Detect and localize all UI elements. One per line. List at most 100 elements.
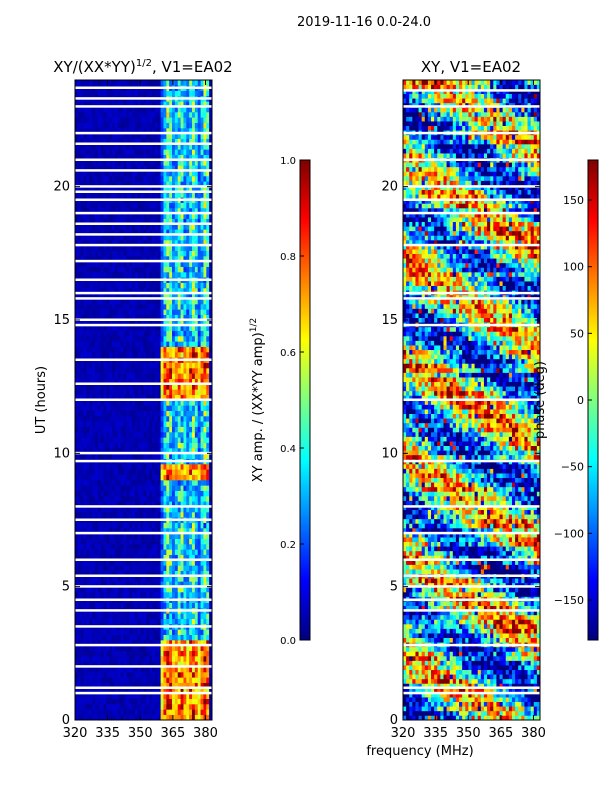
heatmap-cell xyxy=(80,282,84,289)
heatmap-cell xyxy=(200,176,204,182)
heatmap-cell xyxy=(134,496,139,502)
heatmap-cell xyxy=(206,346,210,353)
heatmap-cell xyxy=(186,576,190,582)
heatmap-cell xyxy=(157,208,161,214)
heatmap-cell xyxy=(200,533,204,539)
heatmap-cell xyxy=(166,410,170,417)
heatmap-cell xyxy=(146,576,150,582)
heatmap-cell xyxy=(160,650,164,657)
heatmap-cell xyxy=(134,202,139,209)
heatmap-cell xyxy=(183,288,187,294)
heatmap-cell xyxy=(154,560,159,566)
heatmap-cell xyxy=(180,213,184,219)
heatmap-cell xyxy=(174,560,179,566)
heatmap-cell xyxy=(120,634,124,641)
heatmap-cell xyxy=(194,192,199,198)
heatmap-cell xyxy=(143,586,147,593)
heatmap-cell xyxy=(143,410,147,417)
heatmap-cell xyxy=(149,410,153,417)
heatmap-cell xyxy=(143,330,147,337)
heatmap-cell xyxy=(186,293,190,299)
heatmap-cell xyxy=(129,293,133,299)
heatmap-cell xyxy=(152,186,156,193)
heatmap-cell xyxy=(200,602,204,609)
heatmap-cell xyxy=(146,176,150,182)
heatmap-cell xyxy=(103,304,107,310)
heatmap-cell xyxy=(137,496,141,502)
heatmap-cell xyxy=(103,165,107,171)
heatmap-cell xyxy=(97,394,101,401)
heatmap-cell xyxy=(140,602,144,609)
heatmap-cell xyxy=(100,181,104,187)
heatmap-cell xyxy=(140,416,144,422)
heatmap-cell xyxy=(206,378,210,385)
heatmap-cell xyxy=(80,490,84,497)
heatmap-cell xyxy=(152,554,156,561)
heatmap-cell xyxy=(114,698,119,705)
heatmap-cell xyxy=(120,544,124,550)
heatmap-cell xyxy=(103,442,107,449)
heatmap-cell xyxy=(103,213,107,219)
heatmap-cell xyxy=(180,165,184,171)
heatmap-cell xyxy=(152,320,156,326)
heatmap-cell xyxy=(192,202,196,209)
heatmap-cell xyxy=(203,309,207,315)
heatmap-cell xyxy=(75,288,79,294)
heatmap-cell xyxy=(203,330,207,337)
heatmap-cell xyxy=(149,586,153,593)
heatmap-cell xyxy=(172,325,176,331)
heatmap-cell xyxy=(206,384,210,390)
heatmap-cell xyxy=(169,602,173,609)
heatmap-cell xyxy=(174,618,179,625)
heatmap-cell xyxy=(140,496,144,502)
heatmap-cell xyxy=(152,176,156,182)
heatmap-cell xyxy=(189,549,193,555)
heatmap-cell xyxy=(123,650,127,657)
heatmap-cell xyxy=(109,554,113,561)
heatmap-cell xyxy=(189,576,193,582)
heatmap-cell xyxy=(117,405,121,411)
heatmap-cell xyxy=(100,437,104,443)
heatmap-cell xyxy=(172,586,176,593)
heatmap-cell xyxy=(172,304,176,310)
heatmap-cell xyxy=(137,165,141,171)
heatmap-cell xyxy=(194,240,199,246)
heatmap-cell xyxy=(126,314,130,321)
heatmap-cell xyxy=(203,634,207,641)
heatmap-cell xyxy=(206,522,210,529)
heatmap-cell xyxy=(129,341,133,347)
heatmap-cell xyxy=(172,677,176,683)
heatmap-cell xyxy=(97,533,101,539)
heatmap-cell xyxy=(92,576,96,582)
heatmap-cell xyxy=(152,298,156,305)
heatmap-cell xyxy=(89,432,93,438)
heatmap-cell xyxy=(169,224,173,230)
heatmap-cell xyxy=(129,442,133,449)
heatmap-cell xyxy=(94,288,99,294)
heatmap-cell xyxy=(143,576,147,582)
heatmap-cell xyxy=(86,336,90,342)
heatmap-cell xyxy=(163,282,167,289)
heatmap-cell xyxy=(203,522,207,529)
heatmap-cell xyxy=(123,378,127,385)
heatmap-cell xyxy=(203,645,207,651)
heatmap-cell xyxy=(172,469,176,475)
heatmap-cell xyxy=(206,421,210,427)
heatmap-cell xyxy=(194,538,199,545)
heatmap-cell xyxy=(169,538,173,545)
heatmap-cell xyxy=(123,362,127,369)
heatmap-cell xyxy=(192,165,196,171)
heatmap-cell xyxy=(80,256,84,262)
heatmap-cell xyxy=(154,576,159,582)
heatmap-cell xyxy=(117,229,121,235)
heatmap-cell xyxy=(163,570,167,577)
heatmap-cell xyxy=(146,432,150,438)
heatmap-cell xyxy=(172,581,176,587)
heatmap-cell xyxy=(83,554,87,561)
heatmap-cell xyxy=(169,581,173,587)
heatmap-cell xyxy=(75,373,79,379)
heatmap-cell xyxy=(140,442,144,449)
heatmap-cell xyxy=(174,165,179,171)
heatmap-cell xyxy=(154,533,159,539)
heatmap-cell xyxy=(160,378,164,385)
